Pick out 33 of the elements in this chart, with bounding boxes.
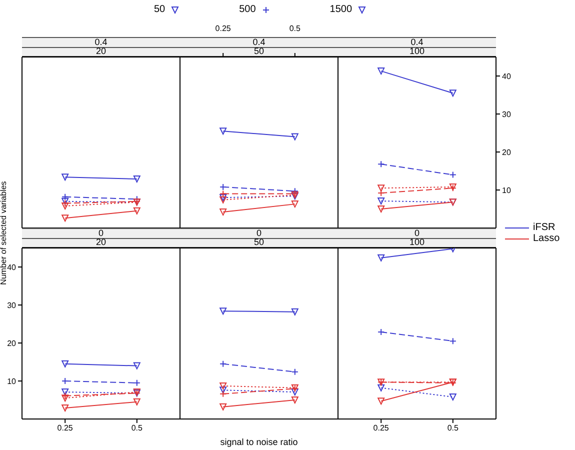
chart-title: 0 — [338, 228, 496, 239]
chart-title: 0 — [180, 228, 338, 239]
chart-subtitle: 20 — [22, 237, 180, 248]
y-axis-title: Number of selected variables — [0, 180, 8, 287]
x-tick-label: 0.25 — [215, 24, 232, 33]
text: iFSR — [533, 222, 556, 233]
chart-title: 0.4 — [180, 37, 338, 48]
chart-subtitle: 50 — [180, 46, 338, 57]
chart-title: 0 — [22, 228, 180, 239]
chart-title: 0.4 — [338, 37, 496, 48]
chart-subtitle: 50 — [180, 237, 338, 248]
legend-label: 1500 — [330, 4, 352, 15]
y-tick-label: 20 — [7, 338, 17, 348]
legend-label: 500 — [239, 4, 256, 15]
y-tick-label: 40 — [7, 262, 17, 272]
x-tick-label: 0.5 — [447, 424, 460, 433]
y-tick-label: 20 — [502, 148, 512, 157]
y-tick-label: 10 — [502, 186, 512, 195]
x-axis-title: signal to noise ratio — [219, 437, 299, 447]
x-tick-label: 0.25 — [373, 424, 390, 433]
y-tick-label: 30 — [7, 300, 17, 310]
chart-subtitle: 100 — [338, 237, 496, 248]
y-tick-label: 40 — [502, 72, 512, 81]
y-tick-label: 30 — [502, 110, 512, 119]
chart-subtitle: 100 — [338, 46, 496, 57]
chart-subtitle: 20 — [22, 46, 180, 57]
text: Lasso — [533, 233, 560, 244]
legend-label: 50 — [154, 4, 166, 15]
x-tick-label: 0.5 — [131, 424, 144, 433]
x-tick-label: 0.5 — [289, 24, 302, 33]
chart-title: 0.4 — [22, 37, 180, 48]
x-tick-label: 0.25 — [57, 424, 74, 433]
y-tick-label: 10 — [7, 376, 17, 386]
